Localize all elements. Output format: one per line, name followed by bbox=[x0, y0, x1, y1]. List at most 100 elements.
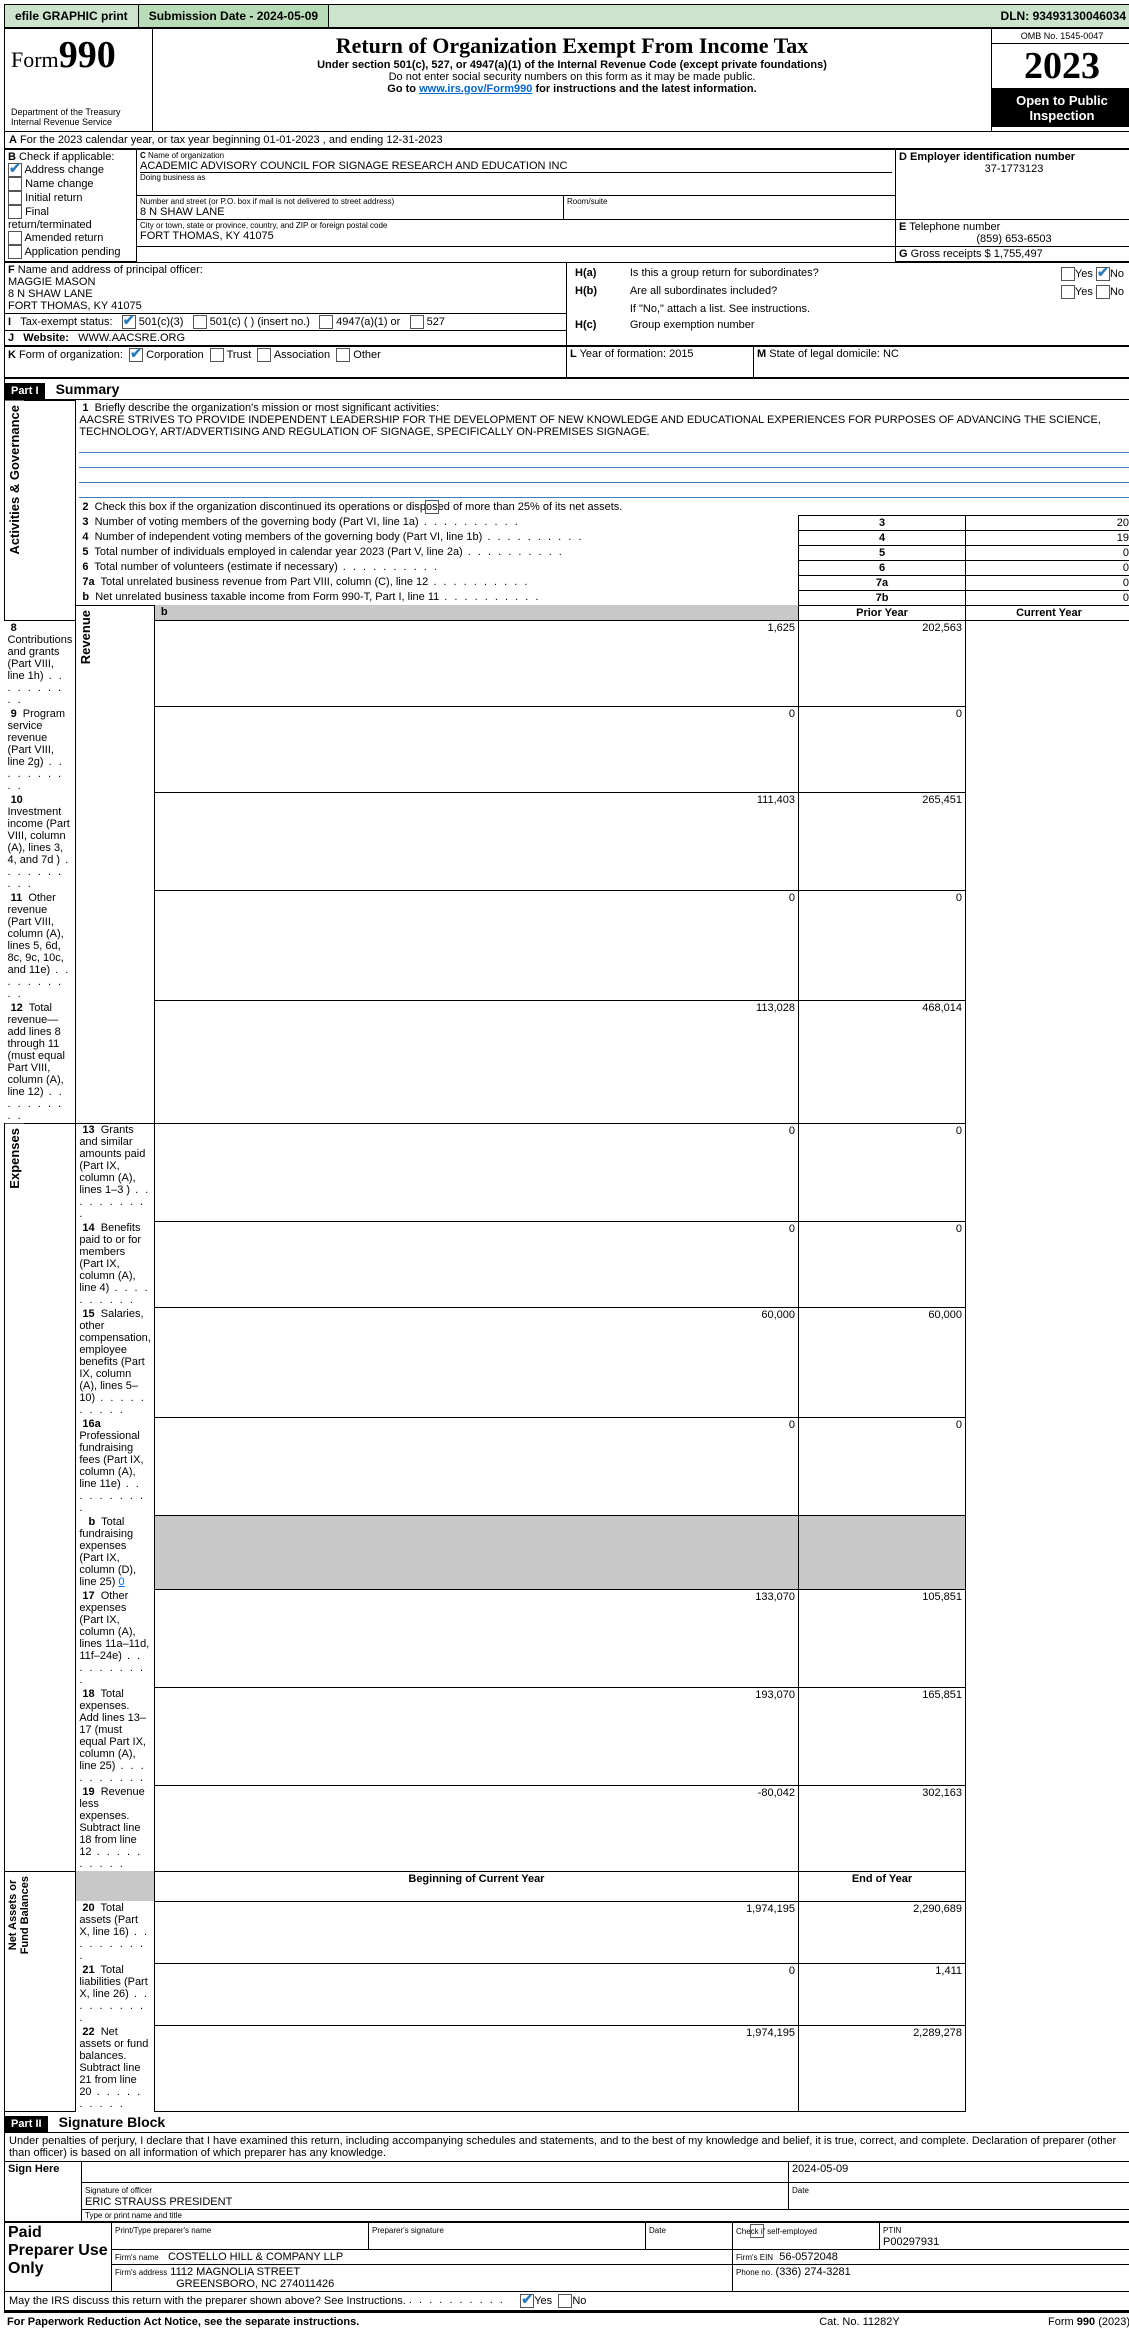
i-501c[interactable] bbox=[193, 315, 207, 329]
col-prior: Prior Year bbox=[799, 605, 966, 620]
part1-bar: Part I bbox=[5, 383, 45, 399]
firm-ein-label: Firm's EIN bbox=[736, 2253, 773, 2262]
entity-info-block: B Check if applicable: Address change Na… bbox=[4, 149, 1129, 262]
form-subtitle-3: Go to www.irs.gov/Form990 for instructio… bbox=[161, 83, 983, 95]
f-label: Name and address of principal officer: bbox=[18, 264, 203, 276]
k-o3: Association bbox=[274, 349, 330, 361]
city-label: City or town, state or province, country… bbox=[140, 221, 892, 230]
m-label: State of legal domicile: bbox=[769, 348, 880, 360]
discuss-no[interactable] bbox=[558, 2294, 572, 2308]
discuss-yes[interactable] bbox=[520, 2294, 534, 2308]
k-other[interactable] bbox=[336, 348, 350, 362]
i-501c3[interactable] bbox=[122, 315, 136, 329]
paid-preparer-block: Paid Preparer Use Only Print/Type prepar… bbox=[4, 2222, 1129, 2292]
ha-yes[interactable] bbox=[1061, 267, 1075, 281]
i-o3: 4947(a)(1) or bbox=[336, 316, 400, 328]
check-app-pending[interactable] bbox=[8, 245, 22, 259]
i-527[interactable] bbox=[410, 315, 424, 329]
i-o2: 501(c) ( ) (insert no.) bbox=[210, 316, 310, 328]
sig-type-label: Type or print name and title bbox=[82, 2209, 1129, 2221]
b-opt-2: Initial return bbox=[25, 192, 82, 204]
hb-note: If "No," attach a list. See instructions… bbox=[627, 302, 1127, 316]
check-name-change[interactable] bbox=[8, 177, 22, 191]
k-o4: Other bbox=[353, 349, 381, 361]
l16b-v: 0 bbox=[118, 1576, 124, 1588]
e-label: Telephone number bbox=[909, 221, 1000, 233]
k-trust[interactable] bbox=[210, 348, 224, 362]
legal-domicile: NC bbox=[883, 348, 899, 360]
b-opt-0: Address change bbox=[24, 164, 104, 176]
discuss-row: May the IRS discuss this return with the… bbox=[4, 2292, 1129, 2311]
no-label: No bbox=[1110, 268, 1124, 280]
i-4947[interactable] bbox=[319, 315, 333, 329]
footer: For Paperwork Reduction Act Notice, see … bbox=[4, 2313, 1129, 2331]
dln-label: DLN: bbox=[1001, 9, 1030, 23]
form-subtitle-1: Under section 501(c), 527, or 4947(a)(1)… bbox=[161, 59, 983, 71]
col-end: End of Year bbox=[799, 1871, 966, 1901]
city-state-zip: FORT THOMAS, KY 41075 bbox=[140, 230, 892, 242]
part1-header: Part I Summary bbox=[4, 378, 1129, 400]
l1-pre: Briefly describe the organization's miss… bbox=[95, 402, 439, 414]
signature-block: Sign Here 2024-05-09 Signature of office… bbox=[4, 2161, 1129, 2222]
firm-addr2: GREENSBORO, NC 274011426 bbox=[176, 2278, 334, 2290]
hb-text: Are all subordinates included? bbox=[627, 284, 995, 300]
self-employed-check[interactable] bbox=[750, 2224, 764, 2238]
efile-print-button[interactable]: efile GRAPHIC print bbox=[5, 5, 139, 27]
form-word: Form bbox=[11, 47, 59, 72]
paid-preparer-label: Paid Preparer Use Only bbox=[5, 2222, 112, 2291]
ein: 37-1773123 bbox=[899, 163, 1129, 175]
hb-yes[interactable] bbox=[1061, 285, 1075, 299]
omb-number: OMB No. 1545-0047 bbox=[992, 29, 1129, 44]
topbar-spacer bbox=[329, 5, 994, 27]
hc-text: Group exemption number bbox=[627, 318, 1127, 332]
part2-header: Part II Signature Block bbox=[4, 2112, 1129, 2133]
firm-ein: 56-0572048 bbox=[779, 2251, 838, 2263]
officer-h-block: F Name and address of principal officer:… bbox=[4, 262, 1129, 346]
l-label: Year of formation: bbox=[580, 348, 666, 360]
part1-title: Summary bbox=[56, 381, 120, 397]
year-formation: 2015 bbox=[669, 348, 693, 360]
dept-treasury: Department of the Treasury Internal Reve… bbox=[11, 107, 146, 127]
ptin-label: PTIN bbox=[883, 2226, 901, 2235]
ptin: P00297931 bbox=[883, 2236, 939, 2248]
k-assoc[interactable] bbox=[257, 348, 271, 362]
gross-receipts: 1,755,497 bbox=[994, 248, 1043, 260]
l16b-n: b bbox=[88, 1516, 95, 1528]
tax-year: 2023 bbox=[992, 44, 1129, 89]
part1-table: Activities & Governance 1 Briefly descri… bbox=[4, 400, 1129, 2112]
dba-label: Doing business as bbox=[140, 172, 892, 182]
website: WWW.AACSRE.ORG bbox=[78, 332, 185, 344]
k-o2: Trust bbox=[227, 349, 252, 361]
form-title: Return of Organization Exempt From Incom… bbox=[161, 33, 983, 59]
k-corp[interactable] bbox=[129, 348, 143, 362]
check-final-return[interactable] bbox=[8, 205, 22, 219]
discuss-no-label: No bbox=[572, 2294, 586, 2306]
i-label: Tax-exempt status: bbox=[20, 316, 112, 328]
check-self: Check if self-employed bbox=[736, 2226, 817, 2235]
check-amended[interactable] bbox=[8, 231, 22, 245]
irs-link[interactable]: www.irs.gov/Form990 bbox=[419, 83, 532, 95]
line-a-tax-year: A For the 2023 calendar year, or tax yea… bbox=[4, 132, 1129, 149]
g-label: Gross receipts $ bbox=[911, 248, 991, 260]
i-o1: 501(c)(3) bbox=[139, 316, 184, 328]
k-label: Form of organization: bbox=[19, 349, 123, 361]
check-address-change[interactable] bbox=[8, 163, 22, 177]
c-name-label: Name of organization bbox=[148, 151, 224, 160]
no-label2: No bbox=[1110, 286, 1124, 298]
discuss-text: May the IRS discuss this return with the… bbox=[9, 2294, 406, 2306]
open-to-public: Open to Public Inspection bbox=[992, 89, 1129, 127]
ha-no[interactable] bbox=[1096, 267, 1110, 281]
form-subtitle-2: Do not enter social security numbers on … bbox=[161, 71, 983, 83]
mission-text: AACSRE STRIVES TO PROVIDE INDEPENDENT LE… bbox=[79, 414, 1101, 438]
k-l-m-row: K Form of organization: Corporation Trus… bbox=[4, 346, 1129, 378]
sig-officer-label: Signature of officer bbox=[85, 2186, 152, 2195]
dln-value: 93493130046034 bbox=[1033, 9, 1126, 23]
submission-date: Submission Date - 2024-05-09 bbox=[139, 5, 329, 27]
hb-no[interactable] bbox=[1096, 285, 1110, 299]
i-o4: 527 bbox=[427, 316, 445, 328]
sign-date: 2024-05-09 bbox=[792, 2163, 848, 2175]
j-label: Website: bbox=[23, 332, 69, 344]
check-initial-return[interactable] bbox=[8, 191, 22, 205]
l2-check[interactable] bbox=[425, 500, 439, 514]
date-label: Date bbox=[792, 2186, 809, 2195]
